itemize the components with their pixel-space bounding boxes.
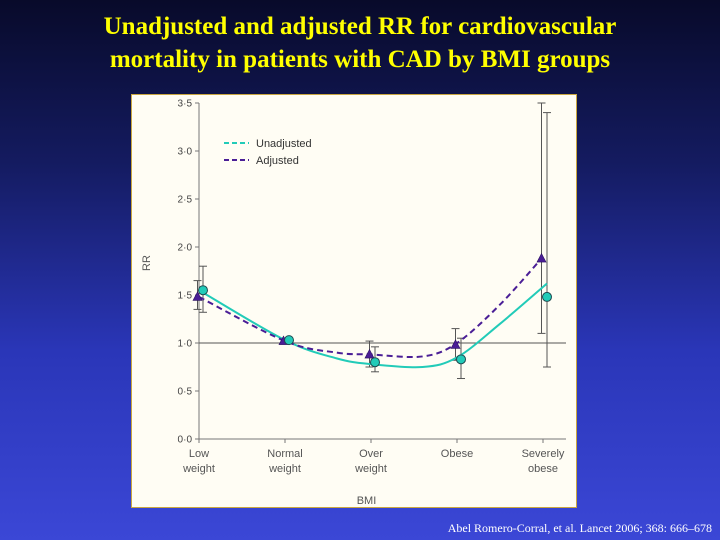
unadjusted-point [198, 285, 208, 296]
unadjusted-point [542, 291, 552, 302]
rr-by-bmi-chart: 0·0 0·5 1·0 1·5 2·0 2·5 3·0 3·5 Low weight Normal w… [141, 99, 566, 507]
y-tick-label: 2·0 [178, 243, 193, 254]
x-tick-label: weight [354, 463, 387, 475]
x-tick-label: Obese [441, 448, 473, 460]
unadjusted-point [370, 357, 380, 368]
adjusted-point [450, 339, 461, 349]
adjusted-point [536, 252, 547, 263]
x-tick-label: obese [528, 463, 558, 475]
x-tick-label: Normal [267, 448, 302, 460]
x-tick-label: Over [359, 448, 383, 460]
unadjusted-point [456, 354, 466, 365]
y-axis-label: RR [141, 255, 153, 271]
adjusted-series-line [198, 257, 543, 359]
legend-adjusted-label: Adjusted [256, 155, 299, 167]
slide-title-line-1: Unadjusted and adjusted RR for cardiovas… [103, 13, 617, 40]
y-tick-label: 1·0 [178, 339, 193, 350]
x-tick-label: weight [182, 463, 215, 475]
slide-title-line-2: mortality in patients with CAD by BMI gr… [109, 46, 611, 73]
y-tick-label: 0·0 [178, 435, 193, 446]
y-tick-label: 2·5 [178, 195, 193, 206]
x-tick-label: Severely [522, 448, 565, 460]
unadjusted-point [284, 335, 294, 346]
y-tick-label: 3·0 [178, 147, 193, 158]
slide-title: Unadjusted and adjusted RR for cardiovas… [0, 10, 720, 76]
adjusted-point [364, 348, 375, 359]
unadjusted-series-line [198, 282, 548, 369]
adjusted-point [192, 291, 203, 301]
y-tick-label: 1·5 [178, 291, 193, 302]
y-tick-label: 0·5 [178, 387, 193, 398]
x-axis-label: BMI [357, 495, 377, 507]
y-tick-label: 3·5 [178, 99, 193, 110]
chart-panel: 0·0 0·5 1·0 1·5 2·0 2·5 3·0 3·5 Low weight Normal w… [131, 94, 577, 508]
legend-unadjusted-label: Unadjusted [256, 138, 312, 150]
x-tick-label: weight [268, 463, 301, 475]
x-tick-label: Low [189, 448, 209, 460]
citation: Abel Romero-Corral, et al. Lancet 2006; … [447, 521, 712, 535]
